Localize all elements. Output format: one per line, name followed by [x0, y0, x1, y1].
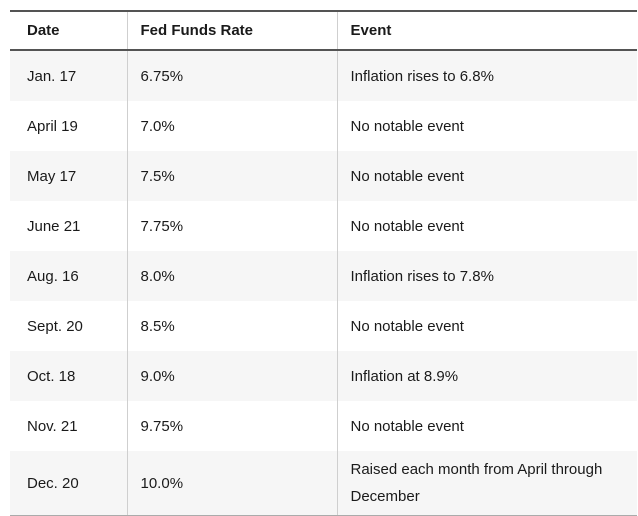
rate-cell: 9.0% — [126, 351, 337, 401]
date-cell: May 17 — [27, 167, 77, 185]
event-cell: No notable event — [336, 401, 637, 451]
table-row: Oct. 18 9.0% Inflation at 8.9% — [10, 351, 637, 401]
rate-cell: 6.75% — [126, 50, 337, 101]
date-cell: Oct. 18 — [27, 367, 76, 385]
rate-cell: 7.75% — [126, 201, 337, 251]
event-cell: Raised each month from April through Dec… — [336, 451, 637, 516]
table-row: April 19 7.0% No notable event — [10, 101, 637, 151]
table-row: May 17 7.5% No notable event — [10, 151, 637, 201]
table-row: Sept. 20 8.5% No notable event — [10, 301, 637, 351]
event-cell: No notable event — [336, 151, 637, 201]
rate-cell: 10.0% — [126, 451, 337, 516]
date-cell: Jan. 17 — [27, 67, 77, 85]
event-cell: Inflation at 8.9% — [336, 351, 637, 401]
date-cell: Nov. 21 — [27, 417, 78, 435]
rate-cell: 8.5% — [126, 301, 337, 351]
event-cell: Inflation rises to 6.8% — [336, 50, 637, 101]
table-row: Dec. 20 10.0% Raised each month from April… — [10, 451, 637, 516]
fed-funds-table-container: Date Fed Funds Rate Event Jan. 17 6.75% In… — [10, 10, 637, 516]
rate-cell: 8.0% — [126, 251, 337, 301]
date-cell: April 19 — [27, 117, 78, 135]
date-cell: June 21 — [27, 217, 81, 235]
table-row: June 21 7.75% No notable event — [10, 201, 637, 251]
event-cell: No notable event — [336, 201, 637, 251]
column-header-date: Date — [10, 10, 127, 51]
column-header-rate: Fed Funds Rate — [126, 10, 337, 51]
date-cell: Aug. 16 — [27, 267, 79, 285]
date-cell: Sept. 20 — [27, 317, 83, 335]
event-cell: No notable event — [336, 101, 637, 151]
event-cell: Inflation rises to 7.8% — [336, 251, 637, 301]
rate-cell: 7.5% — [126, 151, 337, 201]
table-row: Nov. 21 9.75% No notable event — [10, 401, 637, 451]
table-body: Jan. 17 6.75% Inflation rises to 6.8% April… — [10, 50, 637, 516]
event-cell: No notable event — [336, 301, 637, 351]
rate-cell: 7.0% — [126, 101, 337, 151]
table-header: Date Fed Funds Rate Event — [10, 10, 637, 51]
table-row: Aug. 16 8.0% Inflation rises to 7.8% — [10, 251, 637, 301]
date-cell: Dec. 20 — [10, 451, 127, 516]
fed-funds-rate-table: Date Fed Funds Rate Event Jan. 17 6.75% In… — [10, 10, 637, 516]
table-row: Jan. 17 6.75% Inflation rises to 6.8% — [10, 50, 637, 101]
header-row: Date Fed Funds Rate Event — [10, 10, 637, 51]
column-header-event: Event — [336, 10, 637, 51]
rate-cell: 9.75% — [126, 401, 337, 451]
